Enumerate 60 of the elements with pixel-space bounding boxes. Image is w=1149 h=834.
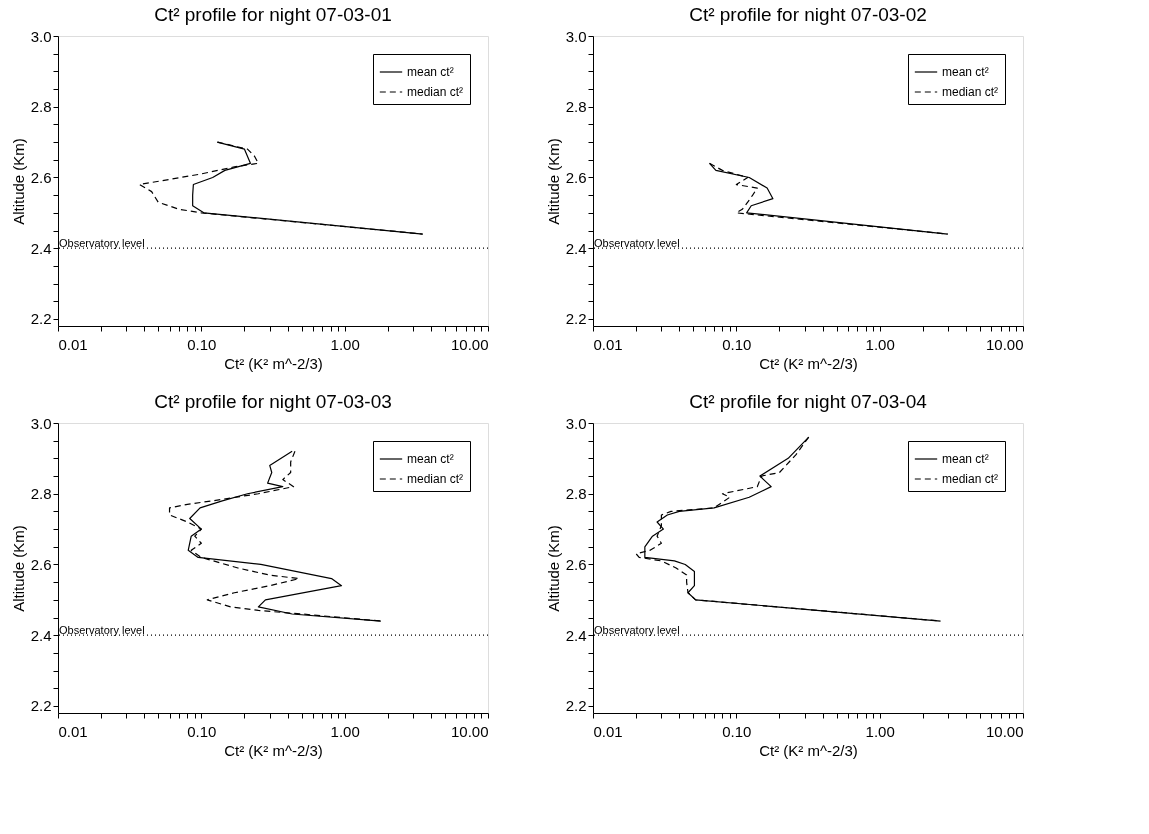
y-tick-label: 2.6 <box>565 555 587 573</box>
x-axis-title: Ct² (K² m^-2/3) <box>759 354 858 372</box>
y-tick-label: 2.2 <box>565 697 587 715</box>
x-tick-label: 10.00 <box>450 335 489 353</box>
legend-label: mean ct² <box>407 452 454 466</box>
x-tick-label: 10.00 <box>985 335 1024 353</box>
x-tick-label: 1.00 <box>330 335 360 353</box>
x-axis-title: Ct² (K² m^-2/3) <box>759 741 858 759</box>
chart-title: Ct² profile for night 07-03-03 <box>154 391 392 412</box>
legend-label: mean ct² <box>942 452 989 466</box>
y-tick-label: 3.0 <box>565 414 587 432</box>
legend-label: mean ct² <box>942 65 989 79</box>
y-axis-title: Altitude (Km) <box>544 138 562 225</box>
x-tick-label: 1.00 <box>865 722 895 740</box>
legend-label: median ct² <box>407 85 464 99</box>
y-tick-label: 2.2 <box>565 310 587 328</box>
ref-line-label: Observatory level <box>59 237 145 250</box>
legend-label: median ct² <box>942 85 999 99</box>
legend-label: median ct² <box>942 472 999 486</box>
y-tick-label: 2.8 <box>565 98 587 116</box>
x-tick-label: 0.01 <box>58 335 88 353</box>
y-axis-title: Altitude (Km) <box>544 525 562 612</box>
ref-line-label: Observatory level <box>59 624 145 637</box>
x-tick-label: 0.10 <box>187 722 217 740</box>
y-tick-label: 3.0 <box>565 27 587 45</box>
y-tick-label: 2.8 <box>30 98 52 116</box>
y-tick-label: 2.2 <box>30 310 52 328</box>
y-tick-label: 2.4 <box>30 239 52 257</box>
chart-title: Ct² profile for night 07-03-04 <box>689 391 928 412</box>
ref-line-label: Observatory level <box>594 624 680 637</box>
y-axis-title: Altitude (Km) <box>9 138 27 225</box>
x-tick-label: 0.01 <box>593 335 623 353</box>
y-tick-label: 2.4 <box>565 239 587 257</box>
legend-label: median ct² <box>407 472 464 486</box>
y-tick-label: 3.0 <box>30 27 52 45</box>
y-tick-label: 3.0 <box>30 414 52 432</box>
y-tick-label: 2.8 <box>565 485 587 503</box>
legend-label: mean ct² <box>407 65 454 79</box>
ref-line-label: Observatory level <box>594 237 680 250</box>
x-tick-label: 10.00 <box>985 722 1024 740</box>
x-tick-label: 0.10 <box>722 722 752 740</box>
x-axis-title: Ct² (K² m^-2/3) <box>224 741 323 759</box>
y-tick-label: 2.6 <box>30 555 52 573</box>
x-tick-label: 0.01 <box>58 722 88 740</box>
y-tick-label: 2.6 <box>30 168 52 186</box>
chart-title: Ct² profile for night 07-03-02 <box>689 4 927 25</box>
y-axis-title: Altitude (Km) <box>9 525 27 612</box>
chart-title: Ct² profile for night 07-03-01 <box>154 4 392 25</box>
x-axis-title: Ct² (K² m^-2/3) <box>224 354 323 372</box>
x-tick-label: 1.00 <box>330 722 360 740</box>
x-tick-label: 0.01 <box>593 722 623 740</box>
x-tick-label: 0.10 <box>187 335 217 353</box>
y-tick-label: 2.8 <box>30 485 52 503</box>
y-tick-label: 2.2 <box>30 697 52 715</box>
y-tick-label: 2.4 <box>565 626 587 644</box>
y-tick-label: 2.6 <box>565 168 587 186</box>
y-tick-label: 2.4 <box>30 626 52 644</box>
x-tick-label: 1.00 <box>865 335 895 353</box>
x-tick-label: 0.10 <box>722 335 752 353</box>
x-tick-label: 10.00 <box>450 722 489 740</box>
